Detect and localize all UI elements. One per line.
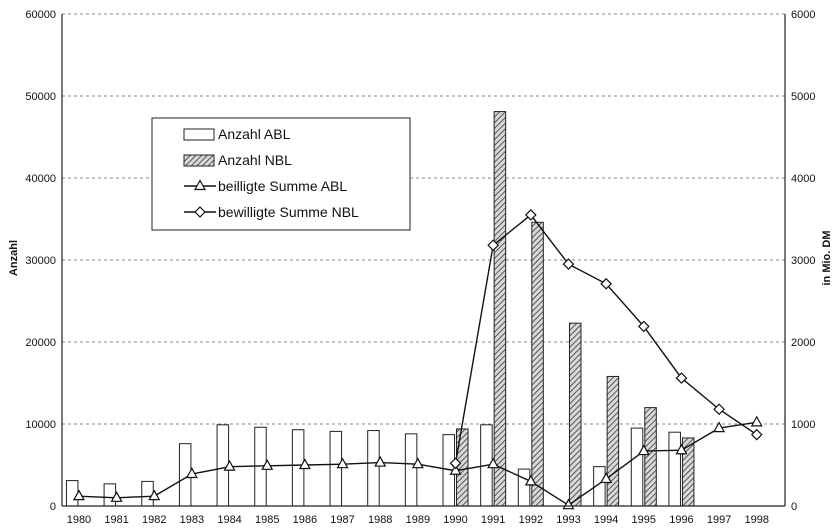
- y-tick-right: 0: [791, 501, 797, 513]
- bar-anzahl-abl: [668, 431, 681, 507]
- point-triangle: [185, 467, 198, 479]
- y-axis-right-label: in Mio. DM: [821, 231, 833, 286]
- legend-label: Anzahl NBL: [218, 152, 292, 168]
- point-diamond: [750, 428, 763, 441]
- x-tick-label: 1985: [255, 514, 279, 526]
- x-tick-label: 1986: [293, 514, 317, 526]
- point-triangle: [637, 444, 650, 456]
- x-tick-label: 1992: [519, 514, 543, 526]
- bar-anzahl-nbl: [456, 428, 469, 507]
- point-triangle: [713, 421, 726, 433]
- y-tick-left: 10000: [25, 419, 56, 431]
- y-tick-right: 6000: [791, 9, 815, 21]
- y-tick-left: 0: [50, 501, 56, 513]
- legend-swatch: [183, 128, 215, 141]
- point-triangle: [72, 489, 85, 501]
- point-triangle: [261, 459, 274, 470]
- x-tick-label: 1987: [330, 514, 354, 526]
- x-tick-label: 1990: [443, 514, 467, 526]
- y-tick-right: 3000: [791, 255, 815, 267]
- point-triangle: [411, 457, 424, 469]
- point-diamond: [524, 209, 537, 221]
- y-tick-left: 50000: [25, 91, 56, 103]
- point-triangle: [600, 472, 613, 484]
- x-tick-label: 1998: [745, 514, 769, 526]
- bar-anzahl-abl: [329, 430, 343, 507]
- point-diamond: [487, 239, 500, 252]
- bar-anzahl-abl: [65, 480, 79, 507]
- point-triangle: [524, 474, 537, 486]
- point-diamond: [562, 258, 575, 270]
- bar-anzahl-nbl: [644, 407, 657, 507]
- x-tick-label: 1981: [104, 514, 128, 526]
- x-tick-label: 1984: [217, 514, 241, 526]
- point-triangle: [193, 179, 207, 191]
- x-tick-label: 1996: [669, 514, 693, 526]
- series-lines: [72, 209, 763, 510]
- x-tick-label: 1991: [481, 514, 505, 526]
- x-tick-label: 1994: [594, 514, 618, 526]
- point-triangle: [675, 443, 688, 455]
- legend-label: Anzahl ABL: [218, 126, 291, 142]
- point-triangle: [449, 464, 462, 475]
- tick-labels: 0 10000 20000 30000 40000 50000 60000 0 1000 2000…: [25, 9, 815, 526]
- point-diamond: [449, 457, 462, 470]
- bar-anzahl-nbl: [531, 221, 544, 507]
- bar-anzahl-nbl: [606, 375, 620, 507]
- point-diamond: [713, 403, 725, 416]
- y-tick-right: 4000: [791, 173, 815, 185]
- x-tick-label: 1988: [368, 514, 392, 526]
- y-tick-right: 2000: [791, 337, 815, 349]
- x-tick-label: 1997: [707, 514, 731, 526]
- bar-anzahl-abl: [103, 483, 117, 507]
- y-axis-left-label: Anzahl: [8, 240, 20, 276]
- bar-anzahl-nbl: [568, 322, 582, 507]
- y-tick-left: 60000: [25, 9, 56, 21]
- legend: Anzahl ABL Anzahl NBL beilligte Summe ABL b…: [151, 117, 411, 231]
- x-tick-label: 1982: [142, 514, 166, 526]
- x-tick-label: 1983: [180, 514, 204, 526]
- point-triangle: [110, 491, 123, 502]
- y-tick-left: 20000: [25, 337, 56, 349]
- legend-label: beilligte Summe ABL: [218, 178, 347, 194]
- x-tick-label: 1995: [632, 514, 656, 526]
- point-diamond: [194, 206, 206, 218]
- bar-anzahl-abl: [517, 468, 531, 507]
- x-tick-label: 1989: [406, 514, 430, 526]
- y-tick-left: 30000: [25, 255, 56, 267]
- x-tick-label: 1980: [67, 514, 91, 526]
- y-tick-right: 1000: [791, 419, 815, 431]
- point-triangle: [298, 458, 311, 470]
- bar-anzahl-nbl: [493, 111, 507, 507]
- bar-anzahl-abl: [404, 433, 418, 507]
- y-tick-right: 5000: [791, 91, 815, 103]
- axes: [61, 14, 786, 507]
- point-diamond: [600, 277, 612, 290]
- point-triangle: [374, 455, 387, 467]
- point-triangle: [223, 459, 236, 471]
- x-tick-label: 1993: [556, 514, 580, 526]
- point-diamond: [637, 320, 650, 333]
- bar-anzahl-abl: [367, 430, 380, 507]
- point-diamond: [675, 372, 688, 384]
- point-triangle: [336, 457, 349, 469]
- legend-label: bewilligte Summe NBL: [218, 204, 359, 220]
- legend-swatch: [183, 154, 215, 167]
- point-triangle: [750, 415, 763, 427]
- point-triangle: [487, 457, 500, 469]
- y-tick-left: 40000: [25, 173, 56, 185]
- bar-anzahl-abl: [630, 427, 644, 507]
- bar-anzahl-abl: [141, 480, 154, 507]
- point-triangle: [148, 489, 161, 501]
